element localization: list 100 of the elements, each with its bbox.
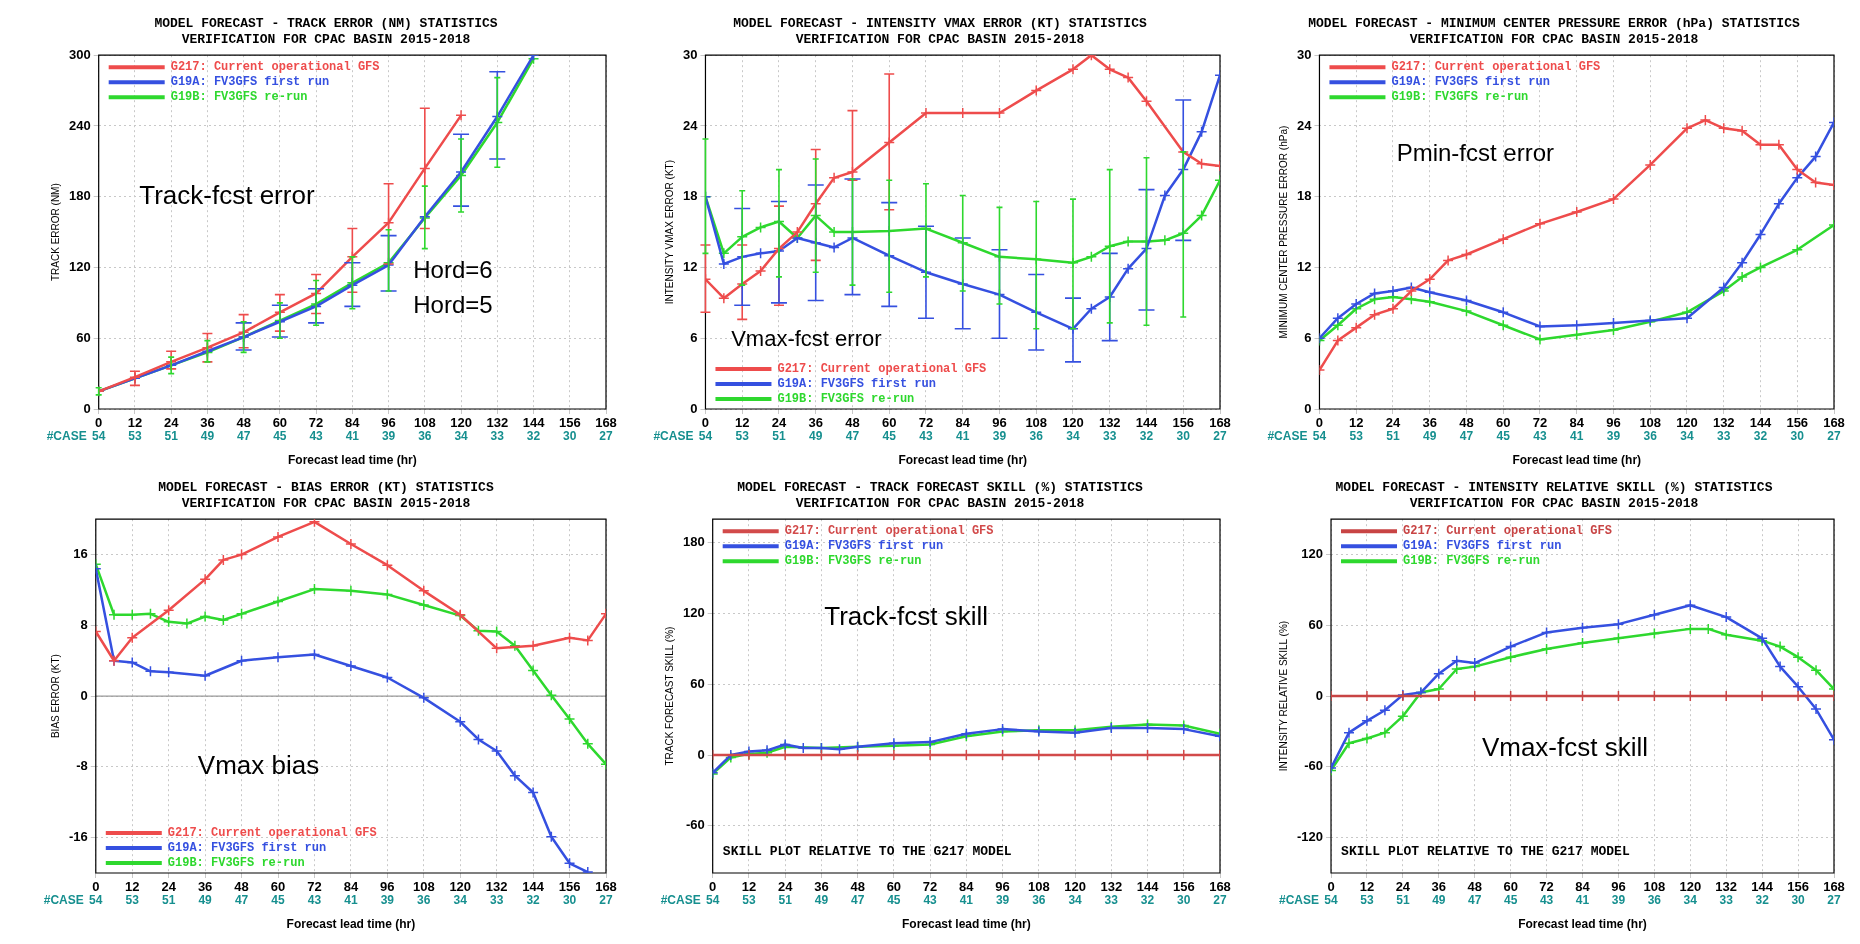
text: 51 bbox=[162, 893, 176, 908]
legend-label: G19A: FV3GFS first run bbox=[167, 841, 327, 856]
text: 47 bbox=[850, 893, 865, 908]
text: 30 bbox=[562, 893, 577, 908]
x-tick-label: 72 bbox=[918, 415, 934, 431]
legend-label: G19A: FV3GFS first run bbox=[784, 539, 944, 554]
text: 32 bbox=[526, 429, 541, 444]
y-tick-label: 0 bbox=[1315, 687, 1324, 703]
text: 43 bbox=[1533, 429, 1547, 444]
x-tick-label: 96 bbox=[1606, 415, 1621, 431]
x-tick-label: 144 bbox=[522, 415, 546, 431]
text: 27 bbox=[599, 893, 613, 908]
x-tick-label: 36 bbox=[808, 415, 823, 431]
chart-subtitle: VERIFICATION FOR CPAC BASIN 2015-2018 bbox=[795, 31, 1085, 47]
chart-title: MODEL FORECAST - INTENSITY RELATIVE SKILL (%) STATISTICS bbox=[1335, 480, 1773, 496]
x-axis-title: Forecast lead time (hr) bbox=[287, 453, 417, 468]
legend-label: G217: Current operational GFS bbox=[777, 362, 987, 377]
text: 45 bbox=[1496, 429, 1511, 444]
x-tick-label: 24 bbox=[1385, 415, 1401, 431]
x-tick-label: 60 bbox=[886, 879, 902, 895]
text: 30 bbox=[1177, 893, 1191, 908]
x-tick-label: 0 bbox=[95, 415, 103, 431]
chart-title: MODEL FORECAST - MINIMUM CENTER PRESSURE ERROR (hPa) STATISTICS bbox=[1308, 16, 1800, 32]
text: 54 bbox=[1312, 429, 1327, 444]
x-tick-label: 156 bbox=[558, 879, 581, 895]
x-axis-title: Forecast lead time (hr) bbox=[901, 917, 1031, 932]
text: 34 bbox=[1680, 429, 1694, 444]
text: 45 bbox=[273, 429, 287, 444]
legend-label: G19B: FV3GFS re-run bbox=[1391, 90, 1529, 105]
chart-title: MODEL FORECAST - TRACK FORECAST SKILL (%) STATISTICS bbox=[737, 480, 1144, 496]
legend-label: G217: Current operational GFS bbox=[167, 826, 377, 841]
x-tick-label: 84 bbox=[1569, 415, 1585, 431]
y-tick-label: -8 bbox=[76, 758, 88, 774]
text: 53 bbox=[125, 893, 140, 908]
text: 32 bbox=[526, 893, 541, 908]
x-tick-label: 120 bbox=[450, 415, 472, 431]
chart-subtitle: VERIFICATION FOR CPAC BASIN 2015-2018 bbox=[181, 495, 471, 511]
x-tick-label: 36 bbox=[1431, 879, 1447, 895]
x-tick-label: 12 bbox=[734, 415, 750, 431]
x-tick-label: 12 bbox=[741, 879, 757, 895]
text: 47 bbox=[234, 893, 249, 908]
text: 36 bbox=[1643, 429, 1658, 444]
text: 33 bbox=[1104, 893, 1119, 908]
text: 41 bbox=[959, 893, 974, 908]
text: 53 bbox=[742, 893, 756, 908]
text: 36 bbox=[418, 429, 432, 444]
x-tick-label: 144 bbox=[1749, 415, 1773, 431]
text: 27 bbox=[1827, 893, 1841, 908]
x-tick-label: 84 bbox=[345, 415, 361, 431]
y-axis-title: BIAS ERROR (KT) bbox=[49, 654, 61, 739]
text: 30 bbox=[1790, 429, 1805, 444]
text: #CASE bbox=[660, 893, 701, 908]
y-tick-label: 180 bbox=[68, 188, 91, 204]
y-tick-label: 0 bbox=[697, 746, 705, 762]
x-tick-label: 12 bbox=[1359, 879, 1375, 895]
text: 53 bbox=[1349, 429, 1364, 444]
annotation: Pmin-fcst error bbox=[1396, 139, 1554, 167]
y-tick-label: 12 bbox=[1296, 259, 1312, 275]
legend-label: G19A: FV3GFS first run bbox=[170, 75, 330, 90]
x-tick-label: 84 bbox=[959, 879, 975, 895]
x-tick-label: 24 bbox=[777, 879, 794, 895]
y-tick-label: -16 bbox=[68, 829, 88, 845]
text: 47 bbox=[1459, 429, 1474, 444]
y-axis-title: INTENSITY RELATIVE SKILL (%) bbox=[1277, 620, 1289, 772]
x-tick-label: 24 bbox=[161, 879, 177, 895]
x-tick-label: 120 bbox=[1676, 415, 1698, 431]
text: 36 bbox=[1029, 429, 1044, 444]
x-tick-label: 120 bbox=[1062, 415, 1084, 431]
text: 45 bbox=[1503, 893, 1518, 908]
x-tick-label: 60 bbox=[272, 415, 288, 431]
text: #CASE bbox=[1279, 893, 1320, 908]
x-tick-label: 120 bbox=[449, 879, 472, 895]
text: 51 bbox=[164, 429, 179, 444]
text: 33 bbox=[1717, 429, 1731, 444]
text: 45 bbox=[271, 893, 285, 908]
x-tick-label: 108 bbox=[412, 879, 435, 895]
text: 33 bbox=[489, 893, 504, 908]
x-tick-label: 120 bbox=[1064, 879, 1086, 895]
text: 49 bbox=[814, 893, 829, 908]
text: 34 bbox=[1068, 893, 1083, 908]
legend-label: G19A: FV3GFS first run bbox=[1403, 539, 1562, 554]
text: #CASE bbox=[43, 893, 84, 908]
text: 41 bbox=[1570, 429, 1584, 444]
x-axis-title: Forecast lead time (hr) bbox=[1518, 917, 1647, 932]
y-tick-label: 0 bbox=[83, 400, 91, 416]
x-tick-label: 48 bbox=[850, 879, 865, 895]
text: 53 bbox=[735, 429, 750, 444]
text: 47 bbox=[1468, 893, 1482, 908]
y-tick-label: 18 bbox=[682, 188, 698, 204]
y-tick-label: -120 bbox=[1296, 829, 1324, 845]
text: #CASE bbox=[653, 429, 694, 444]
legend-label: G19B: FV3GFS re-run bbox=[777, 392, 915, 407]
x-tick-label: 168 bbox=[1823, 415, 1845, 431]
y-axis-title: MINIMUM CENTER PRESSURE ERROR (hPa) bbox=[1277, 125, 1289, 339]
legend-label: G19B: FV3GFS re-run bbox=[1403, 554, 1540, 569]
text: 27 bbox=[1827, 429, 1841, 444]
y-tick-label: -60 bbox=[685, 817, 705, 833]
text: 32 bbox=[1753, 429, 1768, 444]
text: 49 bbox=[809, 429, 823, 444]
annotation: Hord=6 bbox=[413, 256, 493, 284]
